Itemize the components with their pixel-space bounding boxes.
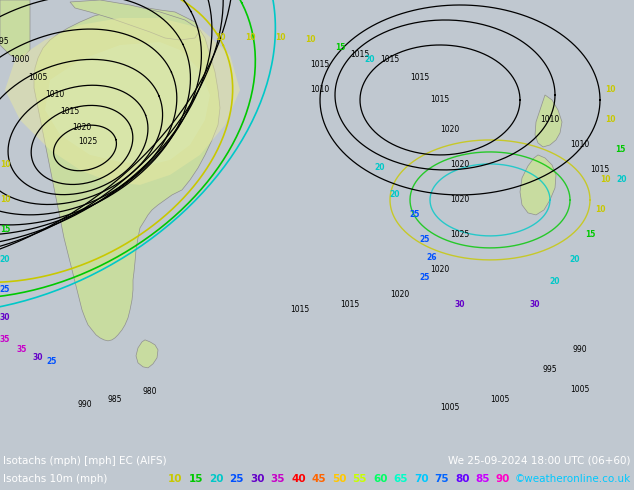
Text: 26: 26: [427, 253, 437, 263]
Text: 985: 985: [108, 395, 122, 404]
Text: 25: 25: [420, 273, 430, 282]
Text: 15: 15: [335, 44, 345, 52]
Text: 20: 20: [550, 277, 560, 286]
Text: 20: 20: [209, 474, 224, 484]
Text: 1020: 1020: [391, 291, 410, 299]
Text: 10: 10: [215, 33, 225, 43]
Text: 1015: 1015: [290, 305, 309, 315]
Text: 25: 25: [420, 235, 430, 245]
Polygon shape: [535, 95, 562, 147]
Polygon shape: [520, 155, 556, 215]
Text: 1020: 1020: [72, 123, 92, 132]
Text: 10: 10: [245, 33, 256, 43]
Text: 15: 15: [0, 225, 10, 234]
Text: 1020: 1020: [441, 125, 460, 134]
Text: 30: 30: [455, 300, 465, 309]
Polygon shape: [70, 0, 200, 40]
Text: 1010: 1010: [311, 85, 330, 95]
Text: 20: 20: [570, 255, 580, 265]
Text: 20: 20: [390, 191, 400, 199]
Text: 25: 25: [230, 474, 244, 484]
Text: 1015: 1015: [311, 60, 330, 70]
Text: 35: 35: [17, 345, 27, 354]
Text: 20: 20: [375, 164, 385, 172]
Text: 25: 25: [410, 210, 420, 220]
Text: 1010: 1010: [540, 116, 560, 124]
Text: 70: 70: [414, 474, 429, 484]
Text: 1015: 1015: [351, 50, 370, 59]
Text: 10: 10: [275, 33, 285, 43]
Text: 85: 85: [476, 474, 490, 484]
Text: 50: 50: [332, 474, 347, 484]
Text: 15: 15: [585, 230, 595, 240]
Text: We 25-09-2024 18:00 UTC (06+60): We 25-09-2024 18:00 UTC (06+60): [448, 456, 631, 466]
Text: 1015: 1015: [410, 74, 430, 82]
Text: 10: 10: [600, 175, 611, 184]
Text: 10: 10: [168, 474, 183, 484]
Text: Isotachs 10m (mph): Isotachs 10m (mph): [3, 474, 107, 484]
Text: 10: 10: [605, 116, 615, 124]
Text: 10: 10: [305, 35, 315, 45]
Text: 10: 10: [595, 205, 605, 215]
Text: 1025: 1025: [450, 230, 470, 240]
Text: 30: 30: [250, 474, 264, 484]
Text: 20: 20: [0, 255, 10, 265]
Text: 1000: 1000: [10, 55, 30, 65]
Text: 10: 10: [0, 196, 10, 204]
Text: 15: 15: [188, 474, 203, 484]
Text: 1015: 1015: [590, 166, 610, 174]
Text: 75: 75: [434, 474, 449, 484]
Text: 1020: 1020: [450, 196, 470, 204]
Text: 1015: 1015: [340, 300, 359, 309]
Text: 10: 10: [0, 160, 10, 170]
Text: 40: 40: [291, 474, 306, 484]
Text: 65: 65: [394, 474, 408, 484]
Text: 25: 25: [47, 357, 57, 367]
Text: 15: 15: [615, 146, 625, 154]
Text: 55: 55: [353, 474, 367, 484]
Text: 1015: 1015: [60, 107, 80, 117]
Text: 995: 995: [543, 366, 557, 374]
Text: 1015: 1015: [380, 55, 399, 65]
Polygon shape: [34, 8, 220, 341]
Text: 1010: 1010: [571, 141, 590, 149]
Polygon shape: [0, 0, 30, 60]
Text: 90: 90: [496, 474, 510, 484]
Text: 35: 35: [0, 335, 10, 344]
Text: 30: 30: [33, 353, 43, 363]
Polygon shape: [136, 340, 158, 368]
Text: 10: 10: [605, 85, 615, 95]
Text: 1005: 1005: [490, 395, 510, 404]
Text: 980: 980: [143, 387, 157, 396]
Text: 1025: 1025: [79, 137, 98, 147]
Polygon shape: [45, 42, 210, 165]
Text: 20: 20: [617, 175, 627, 184]
Text: 20: 20: [365, 55, 375, 65]
Text: Isotachs (mph) [mph] EC (AIFS): Isotachs (mph) [mph] EC (AIFS): [3, 456, 167, 466]
Text: 1015: 1015: [430, 96, 450, 104]
Text: 990: 990: [78, 400, 93, 409]
Text: 1005: 1005: [29, 74, 48, 82]
Text: 60: 60: [373, 474, 387, 484]
Text: 25: 25: [0, 285, 10, 294]
Text: 30: 30: [0, 314, 10, 322]
Text: 35: 35: [271, 474, 285, 484]
Text: 990: 990: [573, 345, 587, 354]
Text: 1020: 1020: [430, 266, 450, 274]
Text: 1005: 1005: [571, 385, 590, 394]
Polygon shape: [5, 18, 240, 185]
Text: 1010: 1010: [46, 91, 65, 99]
Text: 1020: 1020: [450, 160, 470, 170]
Text: 45: 45: [311, 474, 326, 484]
Text: ©weatheronline.co.uk: ©weatheronline.co.uk: [515, 474, 631, 484]
Text: 30: 30: [530, 300, 540, 309]
Text: 1005: 1005: [440, 403, 460, 413]
Text: 80: 80: [455, 474, 470, 484]
Text: 995: 995: [0, 37, 10, 47]
